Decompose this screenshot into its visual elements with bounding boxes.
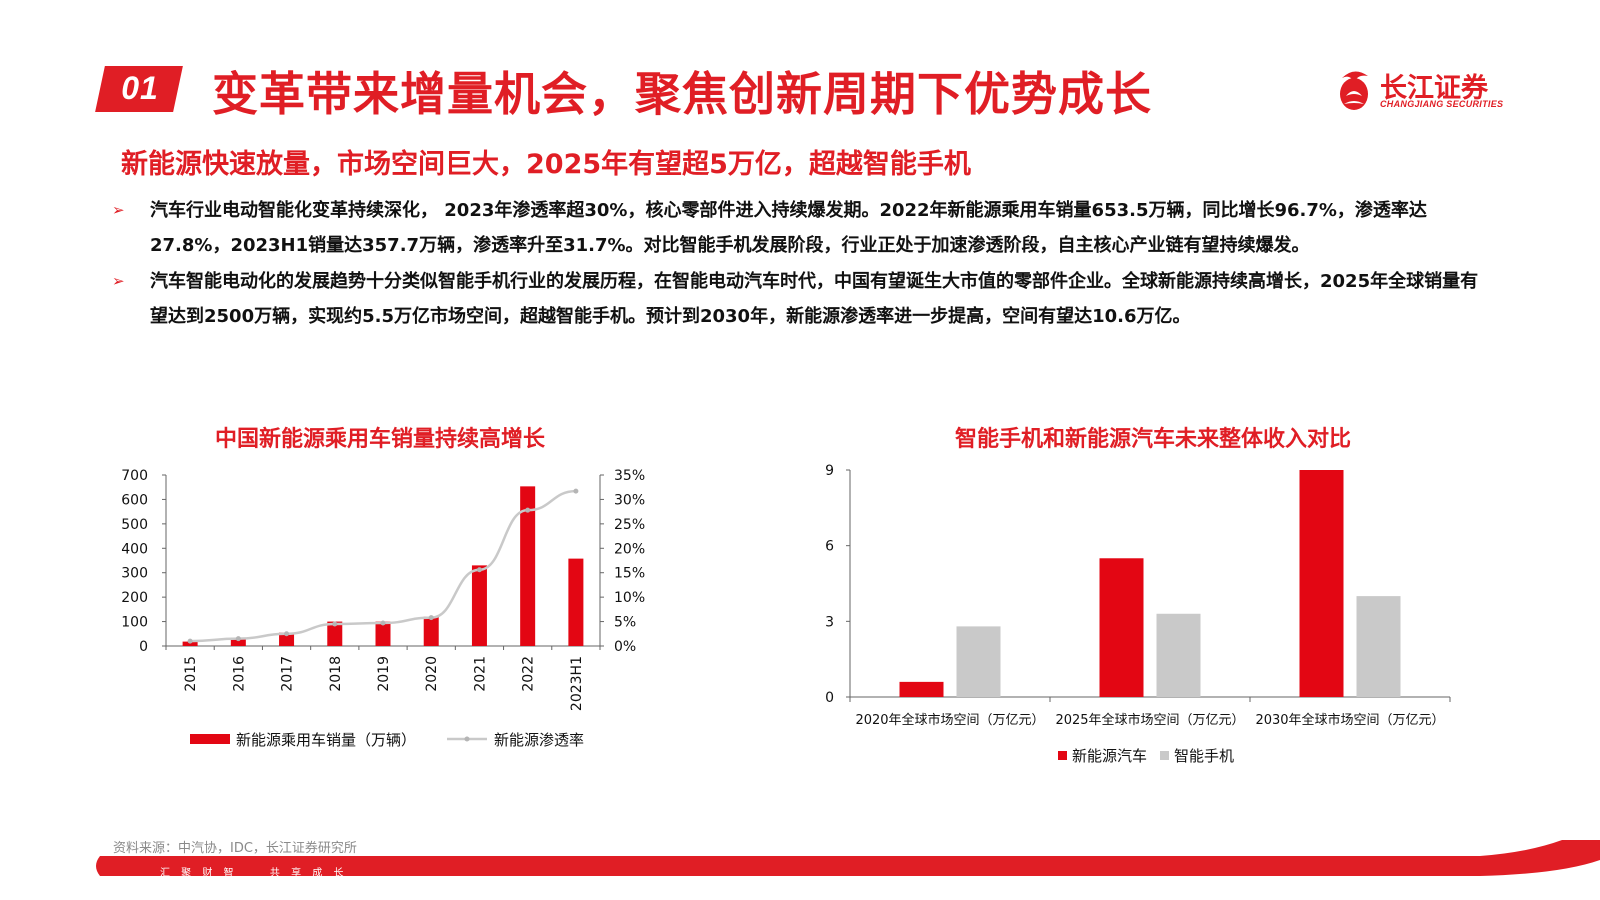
y-tick-label: 6 xyxy=(825,539,834,555)
revenue-bar xyxy=(899,681,944,697)
sales-bar xyxy=(279,632,295,646)
arrow-bullet-icon: ➢ xyxy=(112,272,125,290)
y2-tick-label: 10% xyxy=(614,590,645,606)
footer-slogan-right: 共 享 成 长 xyxy=(269,868,348,879)
y-tick-label: 700 xyxy=(121,468,148,484)
penetration-point xyxy=(380,620,386,626)
y2-tick-label: 0% xyxy=(614,639,636,655)
y-tick-label: 9 xyxy=(825,463,834,479)
penetration-point xyxy=(187,638,193,644)
sales-bar xyxy=(568,558,584,646)
bullet-item: ➢ 汽车行业电动智能化变革持续深化， 2023年渗透率超30%，核心零部件进入持… xyxy=(112,193,1492,263)
sales-bar xyxy=(182,641,198,646)
penetration-point xyxy=(332,621,338,627)
x-tick-label: 2018 xyxy=(328,656,344,692)
x-tick-label: 2020年全球市场空间（万亿元） xyxy=(855,712,1044,728)
penetration-point xyxy=(235,636,241,642)
y-tick-label: 3 xyxy=(825,614,834,630)
phoenix-icon xyxy=(1340,71,1368,110)
y-tick-label: 0 xyxy=(139,639,148,655)
section-number: 01 xyxy=(121,70,159,106)
y2-tick-label: 5% xyxy=(614,615,636,631)
logo-subtext: CHANGJIANG SECURITIES xyxy=(1380,99,1504,109)
y2-tick-label: 35% xyxy=(614,468,645,484)
x-tick-label: 2030年全球市场空间（万亿元） xyxy=(1255,712,1444,728)
legend-label: 新能源乘用车销量（万辆） xyxy=(236,731,416,749)
x-tick-label: 2022 xyxy=(521,656,537,692)
sales-bar xyxy=(327,621,343,646)
legend-swatch-marker xyxy=(464,736,470,742)
x-tick-label: 2015 xyxy=(183,656,199,692)
penetration-line xyxy=(190,489,576,643)
sales-bar xyxy=(230,639,246,646)
y2-tick-label: 20% xyxy=(614,541,645,557)
sales-chart: 0 100 200 300 400 500 600 700 0% 5% 10% 15% 20% 25% 30… xyxy=(121,468,645,749)
y-tick-label: 300 xyxy=(121,566,148,582)
sales-bar xyxy=(423,616,439,646)
penetration-point xyxy=(476,567,482,573)
penetration-point xyxy=(573,488,579,494)
y2-tick-label: 25% xyxy=(614,517,645,533)
y-tick-label: 100 xyxy=(121,615,148,631)
chart2-title: 智能手机和新能源汽车未来整体收入对比 xyxy=(955,427,1352,452)
bullet-text: 汽车智能电动化的发展趋势十分类似智能手机行业的发展历程，在智能电动汽车时代，中国… xyxy=(150,271,1479,327)
y2-tick-label: 15% xyxy=(614,566,645,582)
x-tick-label: 2020 xyxy=(424,656,440,692)
penetration-point xyxy=(525,507,531,513)
revenue-bar xyxy=(1156,613,1201,697)
y-tick-label: 200 xyxy=(121,590,148,606)
arrow-bullet-icon: ➢ xyxy=(112,201,125,219)
legend-swatch-bar xyxy=(190,734,230,744)
legend-swatch xyxy=(1058,751,1067,760)
revenue-bar xyxy=(1356,596,1401,697)
footer-slogan-left: 汇 聚 财 智 xyxy=(160,868,238,879)
sales-bar xyxy=(520,486,536,646)
penetration-point xyxy=(428,615,434,621)
y-tick-label: 0 xyxy=(825,690,834,706)
revenue-bar xyxy=(956,626,1001,697)
footer-slogan: 汇 聚 财 智 共 享 成 长 xyxy=(160,864,347,879)
legend-swatch xyxy=(1160,751,1169,760)
revenue-comparison-chart: 0 3 6 9 2020年全球市场空间（万亿元） 2025年全球市场空间（万亿元） 2030… xyxy=(825,463,1451,765)
bullet-list: ➢ 汽车行业电动智能化变革持续深化， 2023年渗透率超30%，核心零部件进入持… xyxy=(112,193,1492,335)
y-tick-label: 500 xyxy=(121,517,148,533)
sales-bar xyxy=(375,621,391,646)
x-tick-label: 2021 xyxy=(472,656,488,692)
revenue-bar xyxy=(1299,470,1344,697)
bullet-item: ➢ 汽车智能电动化的发展趋势十分类似智能手机行业的发展历程，在智能电动汽车时代，… xyxy=(112,264,1492,334)
bullet-text: 汽车行业电动智能化变革持续深化， 2023年渗透率超30%，核心零部件进入持续爆… xyxy=(150,200,1427,256)
x-tick-label: 2019 xyxy=(376,656,392,692)
x-tick-label: 2025年全球市场空间（万亿元） xyxy=(1055,712,1244,728)
x-tick-label: 2017 xyxy=(280,656,296,692)
logo-text: 长江证券 xyxy=(1380,73,1488,104)
penetration-point xyxy=(284,631,290,637)
y-tick-label: 400 xyxy=(121,541,148,557)
revenue-bar xyxy=(1099,558,1144,697)
changjiang-logo-icon xyxy=(1340,71,1368,110)
legend-label: 智能手机 xyxy=(1174,747,1234,765)
legend-label: 新能源汽车 xyxy=(1072,747,1147,765)
y2-tick-label: 30% xyxy=(614,492,645,508)
chart1-title: 中国新能源乘用车销量持续高增长 xyxy=(215,427,546,452)
x-tick-label: 2016 xyxy=(231,656,247,692)
subtitle: 新能源快速放量，市场空间巨大，2025年有望超5万亿，超越智能手机 xyxy=(121,149,971,180)
legend-label: 新能源渗透率 xyxy=(494,731,584,749)
x-tick-label: 2023H1 xyxy=(569,656,585,711)
sales-bar xyxy=(471,565,487,646)
page-title: 变革带来增量机会，聚焦创新周期下优势成长 xyxy=(212,67,1152,121)
y-tick-label: 600 xyxy=(121,492,148,508)
footer-swoosh xyxy=(96,840,1600,876)
source-note: 资料来源：中汽协，IDC，长江证券研究所 xyxy=(113,841,357,856)
